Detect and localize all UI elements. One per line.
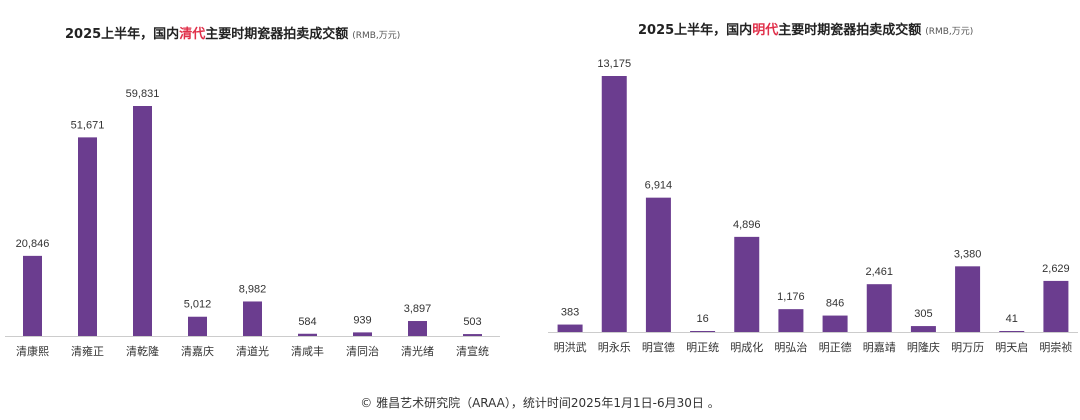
data-label: 503: [463, 316, 481, 328]
category-label: 清道光: [236, 344, 269, 358]
bar: [1043, 280, 1069, 332]
data-label: 51,671: [71, 119, 105, 131]
category-label: 明洪武: [554, 340, 587, 354]
bar: [557, 324, 583, 332]
category-label: 清乾隆: [126, 344, 159, 358]
category-label: 明万历: [951, 341, 984, 354]
bar: [408, 321, 427, 336]
data-label: 6,914: [645, 180, 673, 192]
data-label: 4,896: [733, 219, 761, 231]
bar: [23, 255, 42, 336]
bar: [999, 331, 1025, 332]
bar: [601, 76, 627, 332]
bar: [463, 334, 482, 336]
bar: [955, 266, 981, 332]
category-label: 明正统: [686, 341, 719, 354]
data-label: 59,831: [126, 88, 160, 100]
bar: [353, 332, 372, 336]
data-label: 3,380: [954, 248, 982, 260]
category-label: 明隆庆: [907, 340, 940, 354]
title-suffix: 主要时期瓷器拍卖成交额: [205, 27, 349, 42]
title-highlight: 清代: [179, 27, 206, 42]
data-label: 8,982: [239, 283, 267, 295]
data-label: 5,012: [184, 299, 212, 311]
category-label: 清嘉庆: [181, 344, 214, 358]
data-label: 20,846: [16, 238, 50, 250]
data-label: 3,897: [404, 303, 432, 315]
bar: [78, 137, 97, 336]
data-label: 2,461: [865, 266, 893, 278]
data-label: 41: [1006, 313, 1018, 325]
title-prefix: 2025上半年，国内: [65, 27, 180, 42]
bar: [778, 309, 804, 332]
bar: [690, 331, 716, 332]
bar: [866, 284, 892, 332]
footer-note: © 雅昌艺术研究院（ARAA），统计时间2025年1月1日-6月30日 。: [360, 396, 720, 410]
category-label: 明崇祯: [1039, 340, 1072, 354]
data-label: 846: [826, 298, 844, 310]
bar: [133, 106, 152, 336]
category-label: 清康熙: [16, 344, 49, 358]
data-label: 1,176: [777, 291, 805, 303]
category-label: 明弘治: [774, 340, 807, 354]
ming-chart-title: 2025上半年，国内明代主要时期瓷器拍卖成交额 (RMB,万元): [638, 19, 973, 38]
category-label: 明宣德: [642, 340, 675, 354]
category-label: 清光绪: [401, 344, 434, 358]
data-label: 13,175: [597, 58, 631, 70]
data-label: 305: [914, 308, 932, 320]
bar: [298, 333, 317, 336]
data-label: 939: [353, 314, 371, 326]
category-label: 清咸丰: [291, 345, 324, 358]
bar: [645, 197, 671, 332]
title-unit: (RMB,万元): [352, 31, 401, 41]
data-label: 2,629: [1042, 263, 1070, 275]
category-label: 清雍正: [71, 344, 104, 358]
data-label: 584: [298, 316, 316, 328]
data-label: 383: [561, 307, 579, 319]
bar: [243, 301, 262, 336]
bar: [188, 316, 207, 336]
category-label: 明成化: [730, 340, 763, 354]
category-label: 明正德: [819, 340, 852, 354]
category-label: 清同治: [346, 344, 379, 358]
bar: [910, 326, 936, 332]
bar: [734, 236, 760, 332]
title-highlight: 明代: [752, 23, 779, 38]
category-label: 明天启: [995, 341, 1028, 354]
title-unit: (RMB,万元): [925, 27, 974, 37]
title-suffix: 主要时期瓷器拍卖成交额: [778, 23, 922, 38]
category-label: 清宣统: [456, 344, 489, 358]
bar: [822, 315, 848, 332]
category-label: 明永乐: [598, 340, 631, 354]
data-label: 16: [696, 313, 708, 325]
category-label: 明嘉靖: [863, 340, 896, 354]
title-prefix: 2025上半年，国内: [638, 23, 753, 38]
qing-chart-title: 2025上半年，国内清代主要时期瓷器拍卖成交额 (RMB,万元): [65, 23, 400, 42]
